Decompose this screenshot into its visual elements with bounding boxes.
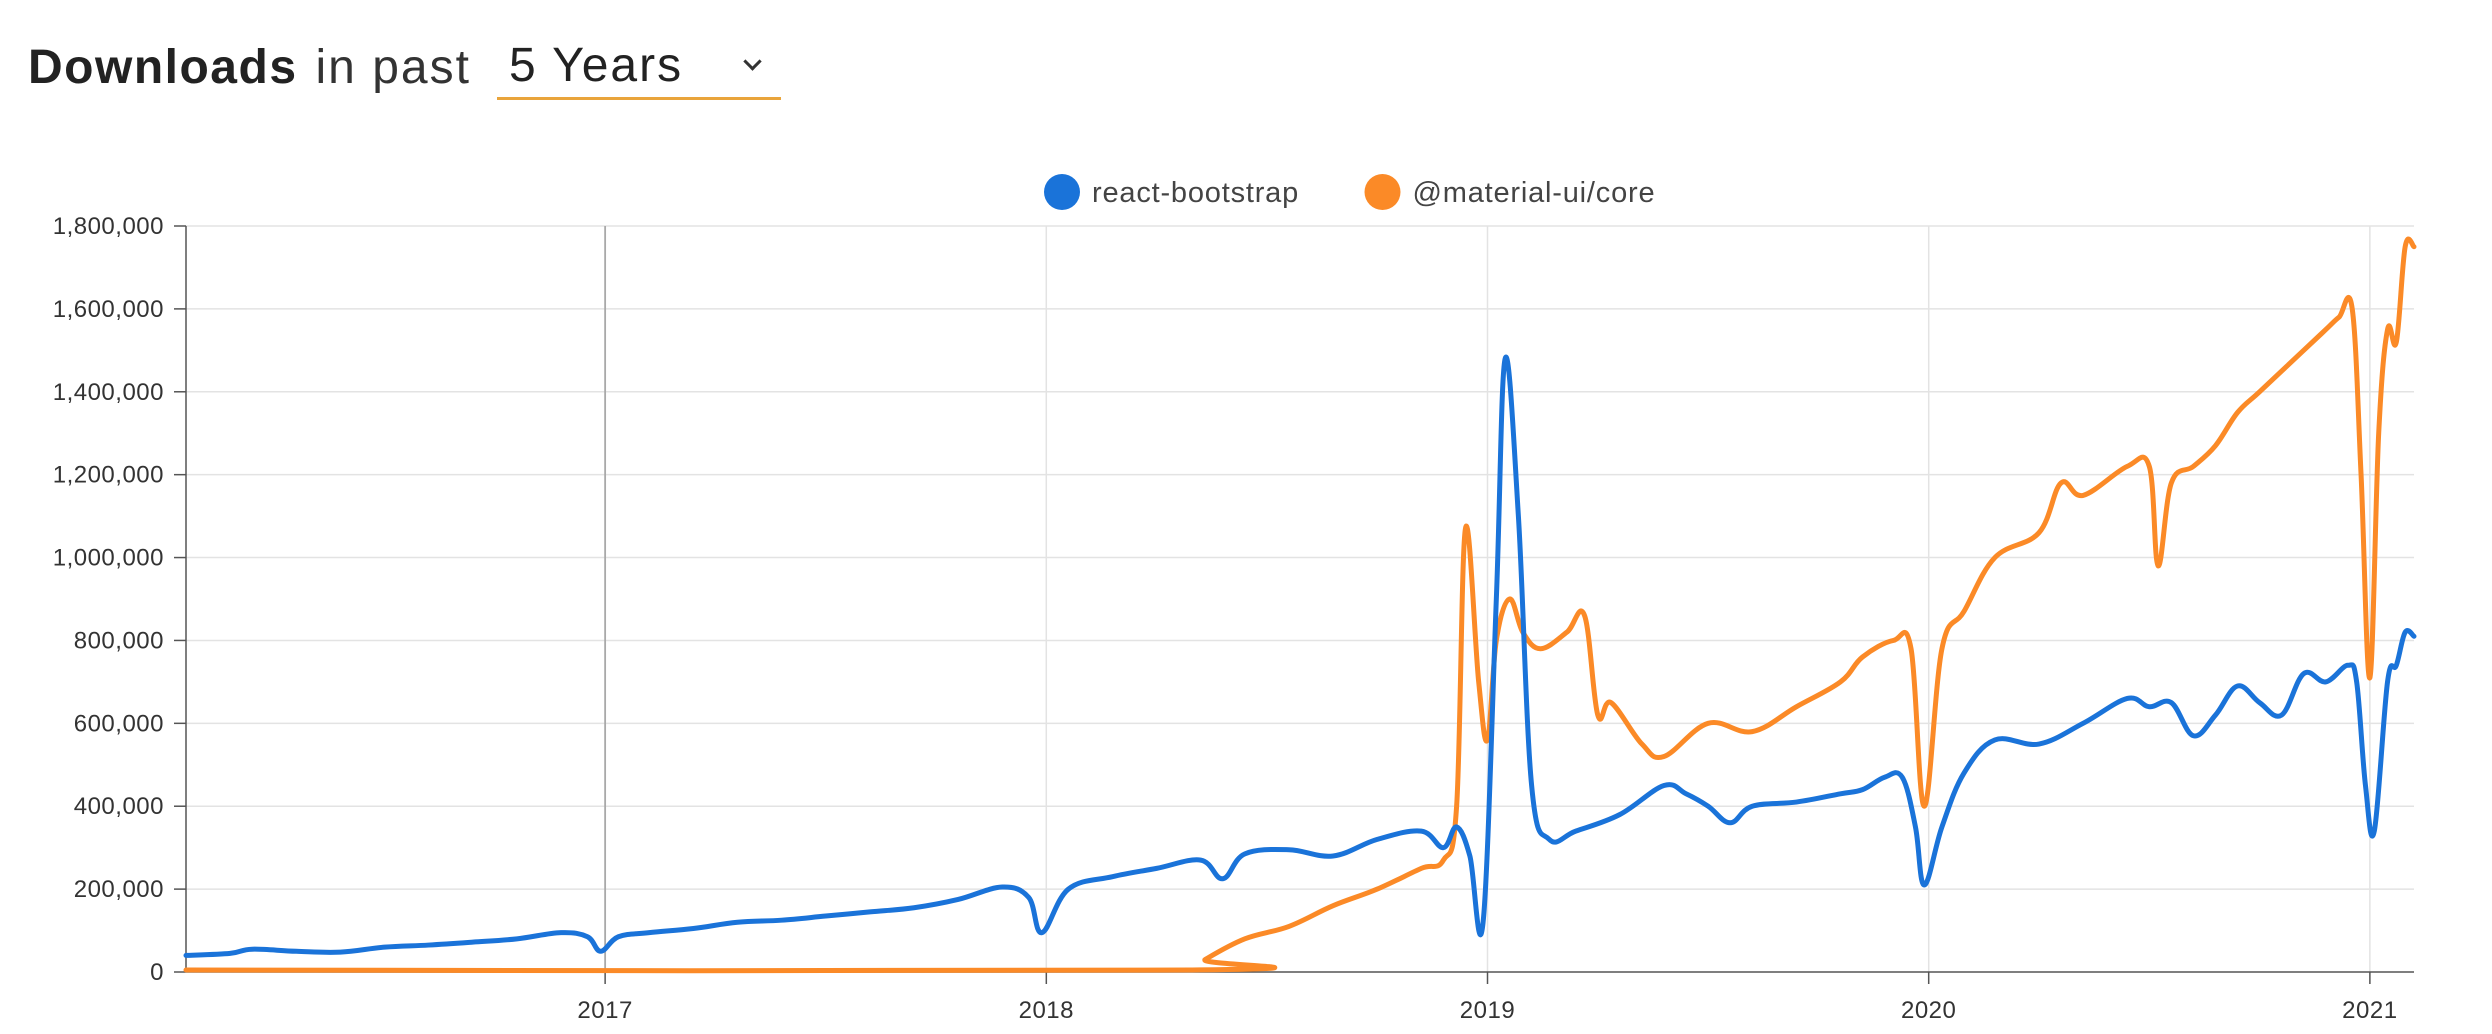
grid-layer — [186, 225, 2414, 972]
y-tick-label: 200,000 — [74, 876, 164, 903]
y-tick-label: 800,000 — [74, 627, 164, 654]
series-layer — [183, 236, 2417, 974]
axis-layer: 0 200,000 400,000 600,000 800,000 1,000,000 1,… — [53, 213, 2414, 1024]
downloads-title: Downloads — [28, 40, 298, 94]
y-tick-label: 1,200,000 — [53, 462, 164, 489]
legend-swatch-react-bootstrap[interactable] — [1044, 174, 1080, 210]
y-tick-label: 1,400,000 — [53, 379, 164, 406]
y-tick-label: 1,000,000 — [53, 545, 164, 572]
x-tick-label: 2021 — [2342, 997, 2397, 1024]
y-tick-label: 600,000 — [74, 710, 164, 737]
x-tick-label: 2018 — [1019, 997, 1074, 1024]
legend-label-react-bootstrap[interactable]: react-bootstrap — [1092, 177, 1299, 209]
y-tick-label: 1,600,000 — [53, 296, 164, 323]
period-select[interactable]: 5 Years — [496, 35, 781, 100]
x-tick-label: 2019 — [1460, 997, 1515, 1024]
x-tick-label: 2017 — [577, 997, 632, 1024]
legend: react-bootstrap @material-ui/core — [1044, 174, 1655, 210]
downloads-header: Downloads in past 5 Years — [28, 22, 781, 112]
y-tick-label: 0 — [150, 959, 164, 986]
y-tick-label: 1,800,000 — [53, 213, 164, 240]
legend-swatch-material-ui-core[interactable] — [1364, 174, 1401, 210]
downloads-subtitle: in past — [315, 40, 471, 94]
y-tick-label: 400,000 — [74, 793, 164, 820]
series-line-material-ui-core[interactable] — [183, 236, 2417, 974]
period-select-value: 5 Years — [508, 39, 684, 92]
series-line-react-bootstrap[interactable] — [183, 354, 2417, 958]
x-tick-label: 2020 — [1901, 997, 1956, 1024]
legend-label-material-ui-core[interactable]: @material-ui/core — [1413, 177, 1656, 209]
